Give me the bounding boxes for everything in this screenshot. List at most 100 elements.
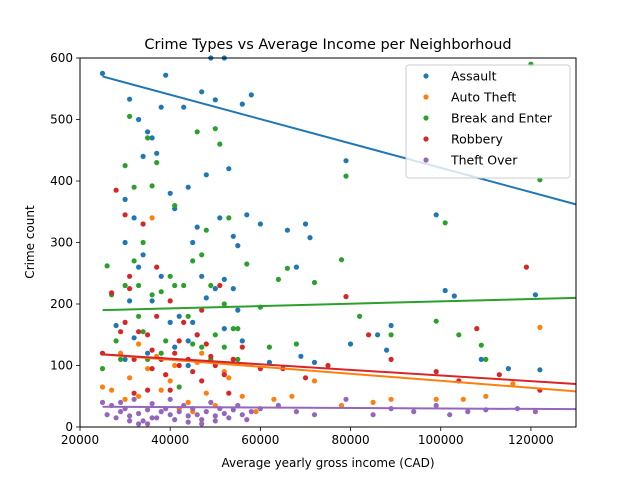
data-point [181,104,187,110]
data-point [244,261,250,267]
data-point [190,239,196,246]
data-point [127,298,133,304]
data-point [136,313,142,319]
trend-line [102,405,577,411]
data-point [451,293,457,299]
data-point [167,412,173,418]
data-point [185,362,191,369]
y-tick-label: 100 [50,359,73,373]
data-point [532,292,539,298]
data-point [122,212,128,218]
data-point [357,313,363,319]
data-point [199,252,205,258]
data-point [375,332,381,338]
data-point [154,264,160,270]
data-point [145,135,151,141]
data-point [140,221,146,227]
data-point [230,233,236,239]
data-point [203,390,209,396]
y-tick-label: 400 [50,174,73,188]
data-point [230,407,236,413]
data-point [181,319,187,325]
data-point [176,313,182,319]
data-point [284,227,290,233]
data-point [388,332,394,338]
data-point [99,366,106,372]
data-point [523,264,530,270]
data-point [483,393,489,399]
data-point [136,341,142,347]
data-point [442,287,448,294]
data-point [194,224,200,230]
data-point [208,353,214,359]
data-point [239,101,245,107]
data-point [176,338,182,344]
data-point [465,409,471,415]
data-point [208,282,214,289]
data-point [136,410,142,417]
data-point [226,375,232,381]
x-tick-label: 80000 [331,433,369,447]
data-point [163,372,169,378]
x-axis-label: Average yearly gross income (CAD) [221,456,434,470]
data-point [343,158,349,164]
data-point [203,227,209,233]
data-point [145,407,151,413]
legend-label: Auto Theft [451,90,516,105]
data-point [185,413,191,419]
data-point [118,399,124,405]
data-point [149,183,155,189]
data-point [271,396,277,402]
data-point [208,399,214,405]
y-tick-label: 600 [50,51,73,65]
data-point [221,344,227,350]
data-point [140,252,146,258]
data-point [194,129,200,135]
data-point [199,421,205,427]
data-point [293,409,299,415]
data-point [388,356,394,362]
data-point [203,172,209,178]
data-point [226,415,232,421]
data-point [131,215,137,221]
y-axis-label: Crime count [23,205,37,279]
data-point [149,415,155,421]
data-point [185,419,191,425]
data-point [122,163,128,169]
data-point [145,387,151,393]
data-point [167,396,173,402]
data-point [226,390,232,396]
data-point [131,356,137,362]
data-point [203,409,209,415]
data-point [176,384,182,390]
data-point [145,421,151,427]
data-point [163,338,169,344]
data-point [172,350,178,356]
data-point [127,113,133,119]
data-point [388,396,394,402]
legend-label: Theft Over [450,153,518,168]
data-point [460,396,466,402]
data-point [113,187,119,193]
legend: Assault Auto Theft Break and Enter Robbery T… [405,64,571,179]
data-point [447,412,453,418]
data-point [122,196,128,202]
data-point [131,335,137,341]
data-point [505,366,511,372]
x-tick-label: 100000 [418,433,464,447]
data-point [235,356,241,362]
data-point [154,313,160,319]
data-point [158,350,164,356]
legend-marker [423,115,429,121]
data-point [172,362,178,369]
data-point [131,258,137,264]
data-point [109,290,115,296]
data-point [167,319,173,325]
data-point [127,375,133,381]
data-point [230,356,236,362]
data-point [235,243,241,249]
data-point [149,292,155,298]
data-point [136,329,142,335]
data-point [433,402,439,409]
